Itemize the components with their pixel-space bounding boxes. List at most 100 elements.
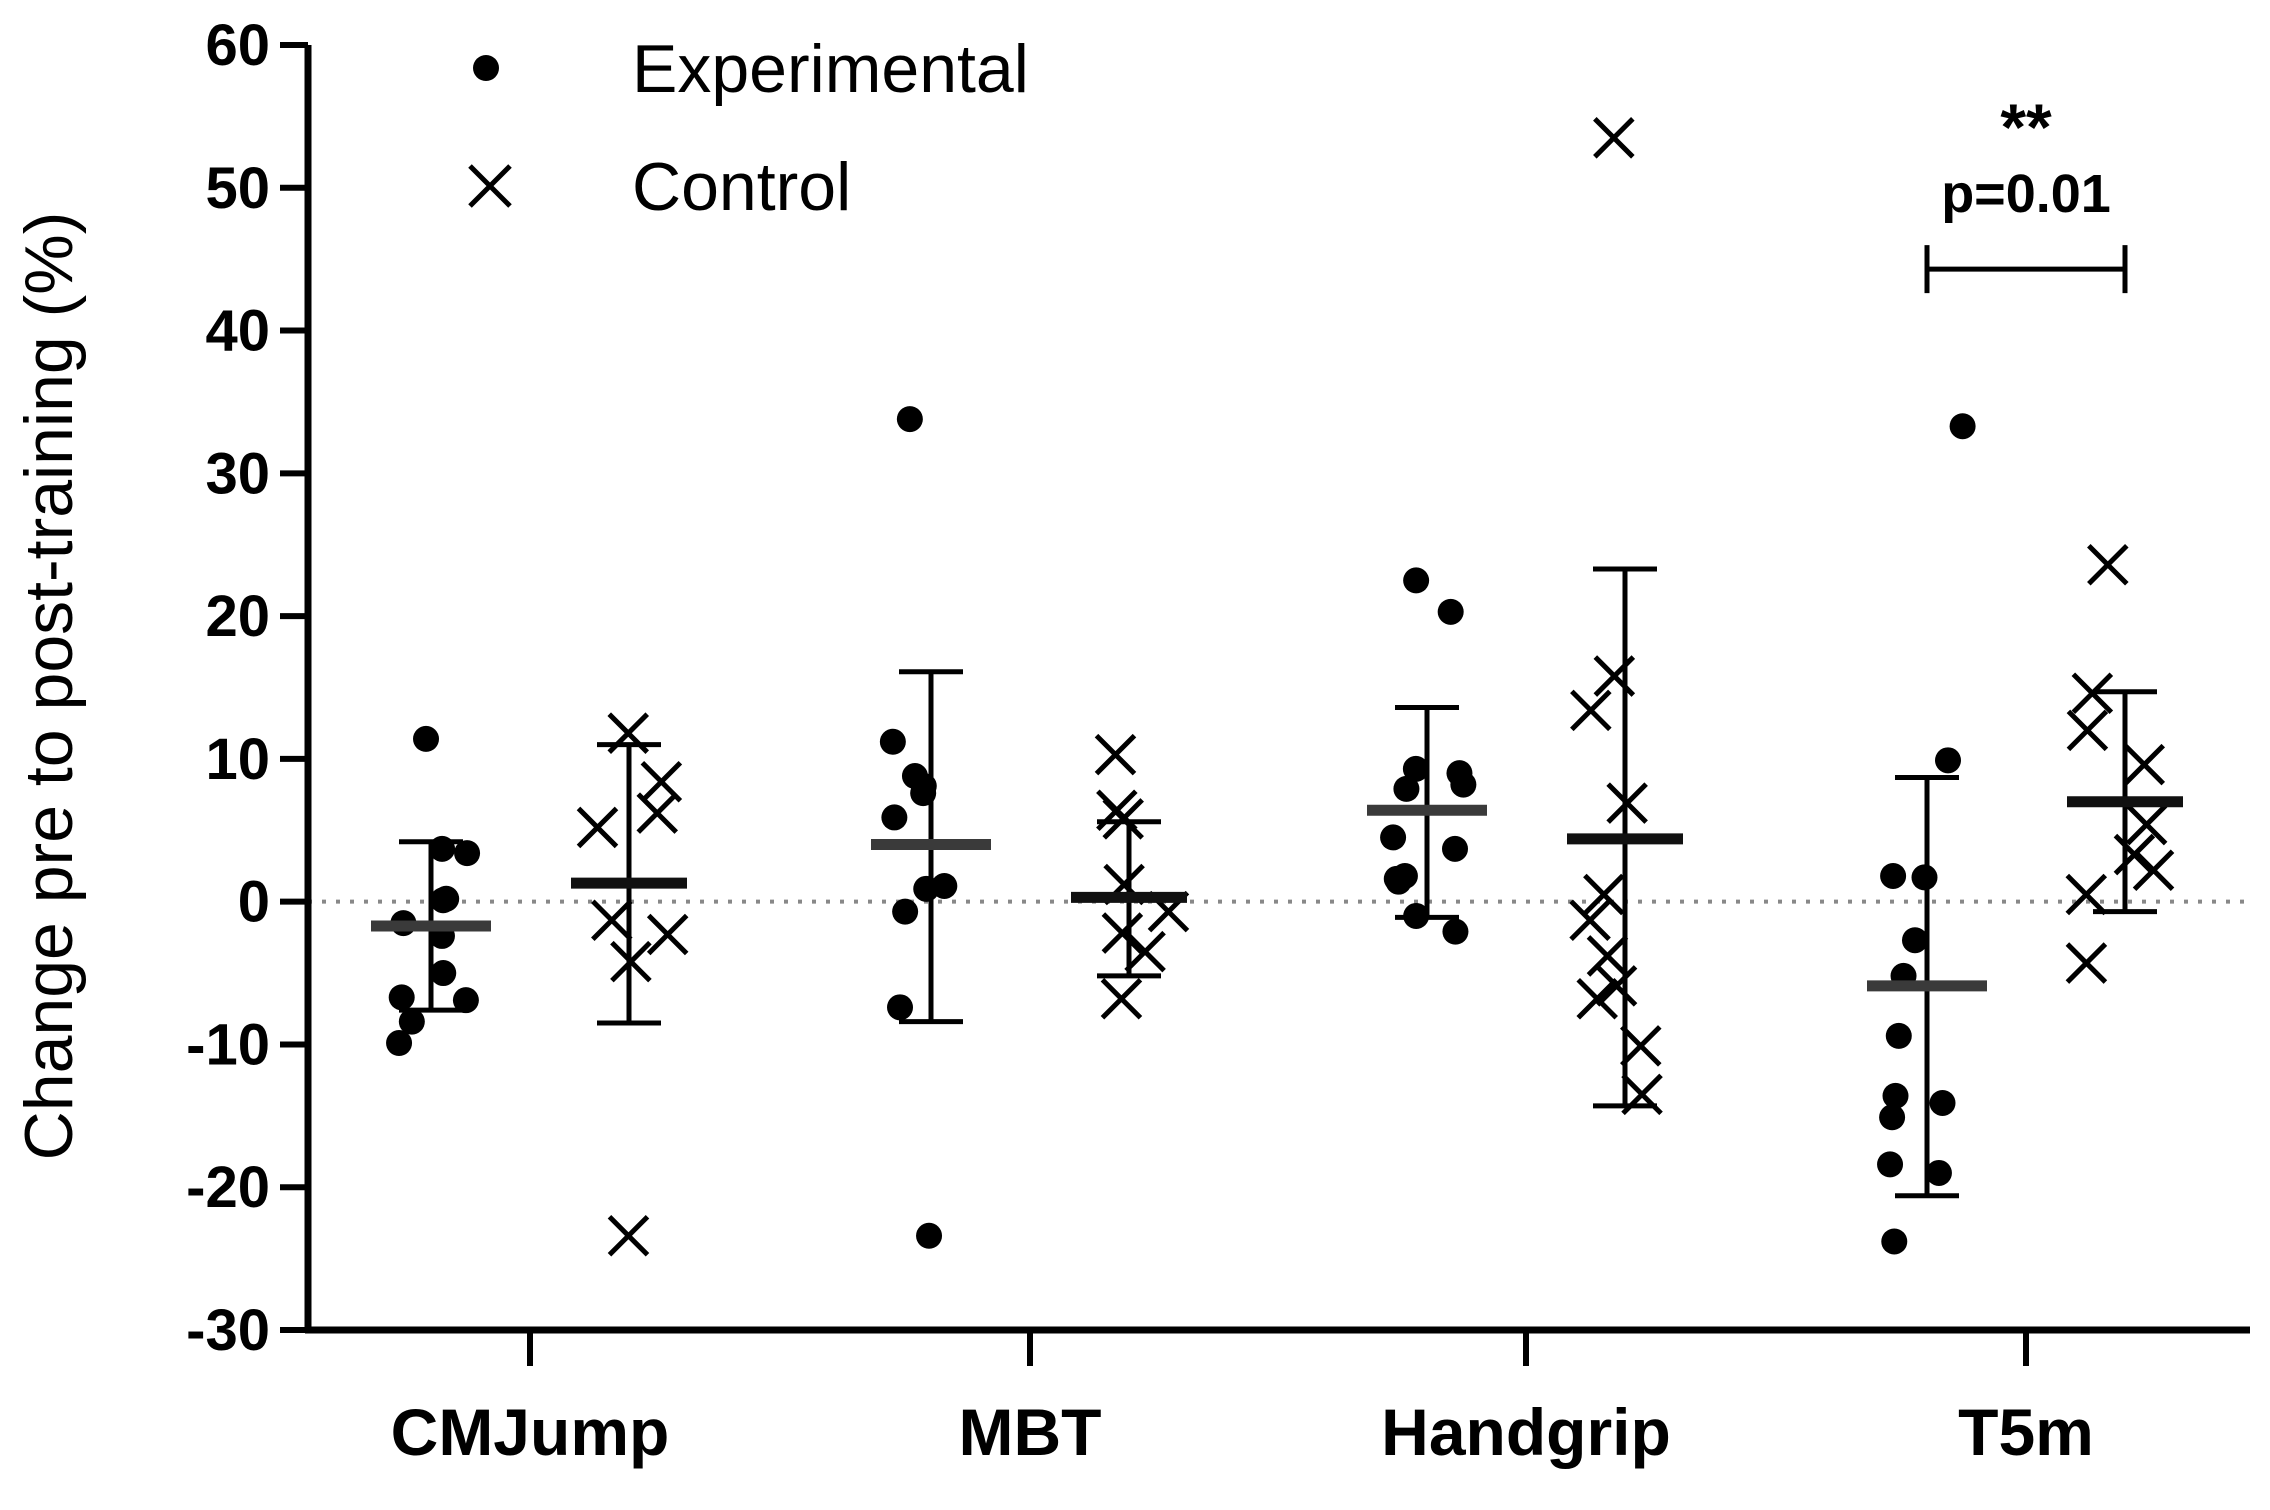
- data-point-cross: [607, 712, 650, 754]
- dot-group-handgrip: [1367, 567, 1487, 945]
- significance-stars: **: [2000, 90, 2052, 164]
- data-point-dot: [887, 994, 914, 1021]
- x-category-label: CMJump: [391, 1395, 670, 1469]
- data-point-dot: [892, 898, 919, 925]
- data-point-dot: [1881, 1228, 1908, 1255]
- data-point-cross: [1593, 117, 1635, 159]
- y-tick-label: -20: [186, 1155, 270, 1220]
- data-point-cross: [1570, 689, 1612, 732]
- data-point-cross: [1621, 1073, 1663, 1116]
- data-point-cross: [636, 792, 679, 834]
- data-point-cross: [2066, 709, 2109, 752]
- y-tick-label: 10: [205, 727, 270, 792]
- data-point-dot: [398, 1008, 425, 1035]
- data-point-cross: [1094, 733, 1137, 776]
- data-point-dot: [454, 840, 481, 867]
- data-point-dot: [916, 1222, 943, 1249]
- x-category-label: Handgrip: [1381, 1395, 1671, 1469]
- data-point-cross: [1124, 930, 1166, 973]
- y-tick-label: 0: [238, 870, 270, 935]
- data-point-cross: [1586, 935, 1629, 977]
- data-point-cross: [2065, 942, 2108, 984]
- x-category-label: T5m: [1958, 1395, 2094, 1469]
- data-point-dot: [430, 960, 457, 987]
- p-value-label: p=0.01: [1941, 164, 2111, 224]
- data-point-dot: [1885, 1022, 1912, 1049]
- data-point-dot: [1450, 771, 1477, 798]
- data-point-cross: [646, 913, 689, 956]
- data-point-dot: [1380, 824, 1407, 851]
- data-point-cross: [1606, 782, 1648, 824]
- data-point-cross: [1569, 899, 1611, 941]
- data-point-cross: [1583, 873, 1625, 916]
- y-tick-label: -30: [186, 1298, 270, 1363]
- data-point-cross: [576, 806, 619, 849]
- data-point-dot: [1442, 918, 1469, 945]
- y-tick-label: 40: [205, 299, 270, 364]
- x-category-label: MBT: [959, 1395, 1102, 1469]
- data-point-cross: [2125, 803, 2168, 846]
- dot-group-t5m: [1867, 413, 1987, 1255]
- data-point-dot: [1391, 862, 1418, 889]
- data-point-dot: [429, 835, 456, 862]
- data-point-dot: [1925, 1159, 1952, 1186]
- data-point-dot: [896, 406, 923, 433]
- data-point-cross: [1595, 965, 1638, 1007]
- data-point-dot: [1935, 747, 1962, 774]
- data-point-cross: [2132, 849, 2175, 892]
- legend-label: Experimental: [632, 31, 1029, 107]
- data-point-dot: [881, 804, 908, 831]
- data-point-dot: [1880, 862, 1907, 889]
- data-point-cross: [591, 899, 633, 941]
- data-point-dot: [1402, 755, 1429, 782]
- legend-dot-marker: [473, 55, 499, 81]
- data-point-dot: [413, 725, 440, 752]
- data-point-cross: [1620, 1025, 1662, 1067]
- data-point-dot: [1403, 567, 1430, 594]
- cross-group-mbt: [1071, 733, 1190, 1020]
- y-tick-label: 50: [205, 156, 270, 221]
- y-tick-label: 60: [205, 13, 270, 78]
- data-point-dot: [386, 1030, 413, 1057]
- y-tick-label: 30: [205, 441, 270, 506]
- dot-group-cmjump: [371, 725, 491, 1057]
- data-point-cross: [1576, 977, 1618, 1020]
- y-axis-label: Change pre to post-training (%): [11, 212, 87, 1161]
- cross-group-t5m: [2065, 543, 2183, 984]
- data-point-dot: [1393, 775, 1420, 802]
- data-point-dot: [388, 984, 415, 1011]
- data-point-dot: [1877, 1151, 1904, 1178]
- data-point-cross: [1101, 912, 1144, 954]
- cross-group-cmjump: [571, 712, 689, 1257]
- dot-group-mbt: [871, 406, 991, 1249]
- data-point-dot: [1911, 864, 1938, 891]
- data-point-cross: [1593, 655, 1636, 697]
- data-point-dot: [433, 885, 460, 912]
- data-point-dot: [1879, 1104, 1906, 1131]
- legend-label: Control: [632, 149, 851, 225]
- data-point-dot: [452, 987, 479, 1014]
- data-point-cross: [2071, 672, 2114, 714]
- y-tick-label: 20: [205, 584, 270, 649]
- data-point-cross: [607, 1215, 650, 1257]
- data-point-dot: [879, 728, 906, 755]
- data-point-dot: [1929, 1089, 1956, 1116]
- data-point-cross: [610, 940, 652, 983]
- legend-cross-marker: [468, 164, 512, 208]
- data-point-cross: [1100, 977, 1143, 1020]
- data-point-cross: [1102, 798, 1144, 840]
- data-point-cross: [2123, 743, 2166, 786]
- data-point-cross: [2065, 873, 2108, 916]
- data-point-dot: [1949, 413, 1976, 440]
- data-point-dot: [913, 875, 940, 902]
- cross-group-handgrip: [1567, 117, 1683, 1116]
- data-point-dot: [1882, 1082, 1909, 1109]
- data-point-dot: [1437, 598, 1464, 625]
- data-point-dot: [1441, 835, 1468, 862]
- y-tick-label: -10: [186, 1012, 270, 1077]
- data-point-dot: [1403, 902, 1430, 929]
- data-point-dot: [910, 773, 937, 800]
- data-point-dot: [1901, 927, 1928, 954]
